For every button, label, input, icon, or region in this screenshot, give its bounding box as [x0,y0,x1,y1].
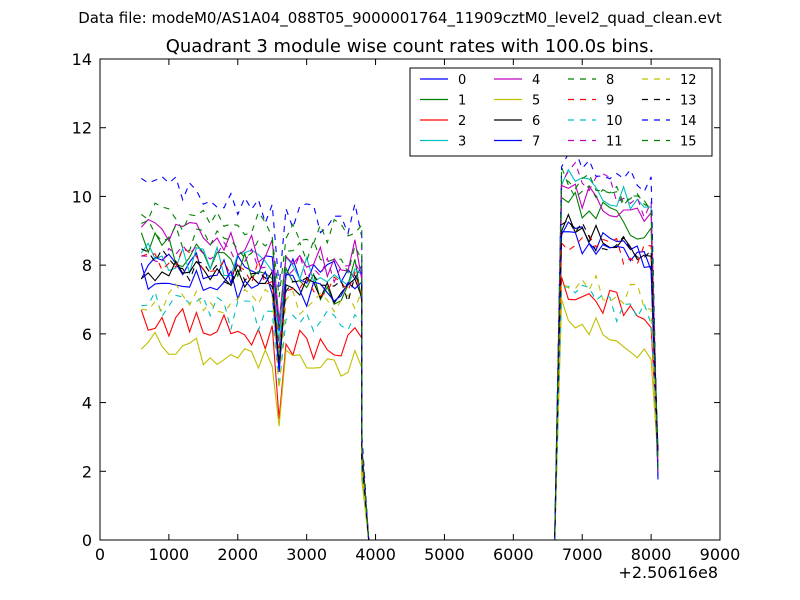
x-tick-label: 5000 [424,545,465,564]
series-line-8 [141,166,659,541]
legend-label-6: 6 [532,114,540,129]
series-line-7 [140,231,659,541]
legend-label-11: 11 [606,135,623,150]
legend-label-10: 10 [606,114,623,129]
series-line-0 [140,221,659,541]
series-line-13 [141,219,659,541]
series-line-6 [140,213,659,541]
series-line-5 [140,299,659,541]
y-tick-label: 14 [72,50,92,69]
x-tick-label: 9000 [700,545,741,564]
series-line-11 [141,161,659,541]
axes-frame [99,58,721,541]
legend-label-1: 1 [458,94,466,109]
x-tick-label: 0 [95,545,105,564]
legend-box [409,67,713,157]
legend-label-8: 8 [606,73,614,88]
legend-label-7: 7 [532,135,540,150]
y-tick-label: 12 [72,119,92,138]
series-line-4 [140,183,659,541]
series-line-3 [140,168,659,541]
series-line-1 [140,191,659,541]
legend-label-14: 14 [680,114,697,129]
figure-suptitle: Data file: modeM0/AS1A04_088T05_90000017… [78,9,722,27]
y-tick-label: 0 [82,531,92,550]
y-tick-label: 10 [72,187,92,206]
ticks-layer: 0 1000 2000 3000 4000 5000 6000 7000 8000 9000 0 2 4… [72,50,741,564]
legend-label-3: 3 [458,135,466,150]
x-tick-label: 7000 [562,545,603,564]
y-tick-label: 6 [82,325,92,344]
x-tick-label: 4000 [355,545,396,564]
x-tick-label: 2000 [217,545,258,564]
y-tick-label: 4 [82,394,92,413]
chart-title: Quadrant 3 module wise count rates with … [165,36,655,57]
x-tick-label: 3000 [286,545,327,564]
series-layer [140,149,659,541]
legend-label-12: 12 [680,73,697,88]
legend-label-0: 0 [458,73,466,88]
series-line-9 [141,234,659,541]
x-offset-label: +2.50616e8 [618,563,718,582]
series-line-2 [140,277,659,541]
legend-label-15: 15 [680,135,697,150]
series-line-10 [141,284,659,541]
series-line-12 [141,274,659,541]
legend-label-13: 13 [680,94,697,109]
y-tick-label: 8 [82,256,92,275]
x-tick-label: 6000 [493,545,534,564]
legend-label-5: 5 [532,94,540,109]
series-line-14 [140,149,659,541]
legend-label-4: 4 [532,73,540,88]
legend-label-2: 2 [458,114,466,129]
series-line-15 [140,173,659,541]
x-tick-label: 8000 [631,545,672,564]
legend-label-9: 9 [606,94,614,109]
x-tick-label: 1000 [149,545,190,564]
y-tick-label: 2 [82,462,92,481]
